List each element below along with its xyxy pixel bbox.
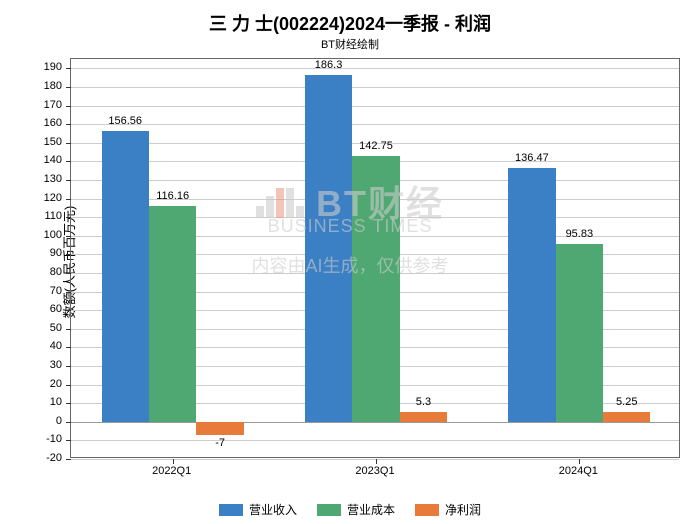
legend-label: 净利润 bbox=[445, 503, 481, 517]
chart-container: 三 力 士(002224)2024一季报 - 利润 BT财经绘制 数额(人民币百… bbox=[0, 0, 700, 524]
ytick-label: 110 bbox=[44, 210, 62, 222]
plot-area: 156.56 116.16 -7 186.3 142.75 5.3 136.47 95.83 5… bbox=[70, 58, 680, 458]
ytick-label: 190 bbox=[44, 61, 62, 73]
bar-value-label: 136.47 bbox=[515, 152, 549, 164]
ytick-label: 60 bbox=[50, 303, 62, 315]
gridline bbox=[71, 68, 679, 69]
xtick-label: 2023Q1 bbox=[355, 465, 394, 477]
ytick-label: 20 bbox=[50, 378, 62, 390]
bar-value-label: 5.25 bbox=[616, 396, 637, 408]
xtick-label: 2022Q1 bbox=[152, 465, 191, 477]
ytick-label: 30 bbox=[50, 359, 62, 371]
bar bbox=[603, 412, 650, 422]
legend-item: 营业成本 bbox=[317, 501, 395, 518]
ytick-label: 80 bbox=[50, 266, 62, 278]
ytick-label: 150 bbox=[44, 136, 62, 148]
legend-label: 营业收入 bbox=[249, 503, 297, 517]
bar-value-label: -7 bbox=[215, 437, 225, 449]
ytick-label: 90 bbox=[50, 247, 62, 259]
legend-item: 净利润 bbox=[415, 501, 481, 518]
ytick-label: 40 bbox=[50, 340, 62, 352]
ytick-label: 170 bbox=[44, 99, 62, 111]
legend-swatch bbox=[317, 504, 341, 516]
legend-label: 营业成本 bbox=[347, 503, 395, 517]
legend: 营业收入 营业成本 净利润 bbox=[0, 500, 700, 518]
bar bbox=[305, 75, 352, 422]
bar-value-label: 156.56 bbox=[108, 115, 142, 127]
ytick-label: 70 bbox=[50, 285, 62, 297]
ytick-label: 180 bbox=[44, 80, 62, 92]
bar-value-label: 95.83 bbox=[566, 228, 594, 240]
gridline bbox=[71, 124, 679, 125]
bar bbox=[102, 131, 149, 422]
ytick-label: 100 bbox=[44, 229, 62, 241]
chart-title: 三 力 士(002224)2024一季报 - 利润 bbox=[0, 10, 700, 36]
ytick-label: 10 bbox=[50, 396, 62, 408]
ytick-label: -20 bbox=[46, 452, 62, 464]
bar bbox=[352, 156, 399, 422]
chart-subtitle: BT财经绘制 bbox=[0, 36, 700, 52]
legend-swatch bbox=[219, 504, 243, 516]
ytick-label: -10 bbox=[46, 433, 62, 445]
gridline bbox=[71, 87, 679, 88]
gridline bbox=[71, 440, 679, 441]
bar-value-label: 116.16 bbox=[156, 190, 189, 202]
ytick-label: 120 bbox=[44, 192, 62, 204]
xtick-label: 2024Q1 bbox=[559, 465, 598, 477]
bar bbox=[508, 168, 555, 422]
ytick-label: 160 bbox=[44, 117, 62, 129]
ytick-label: 140 bbox=[44, 154, 62, 166]
bar bbox=[556, 244, 603, 422]
ytick-label: 0 bbox=[56, 415, 62, 427]
bar bbox=[149, 206, 196, 422]
legend-item: 营业收入 bbox=[219, 501, 297, 518]
bar bbox=[400, 412, 447, 422]
ytick-label: 50 bbox=[50, 322, 62, 334]
legend-swatch bbox=[415, 504, 439, 516]
ytick-label: 130 bbox=[44, 173, 62, 185]
bar-value-label: 142.75 bbox=[359, 140, 393, 152]
bar-value-label: 5.3 bbox=[416, 396, 431, 408]
gridline bbox=[71, 106, 679, 107]
bar-value-label: 186.3 bbox=[315, 59, 343, 71]
gridline bbox=[71, 459, 679, 460]
bar bbox=[196, 422, 243, 435]
